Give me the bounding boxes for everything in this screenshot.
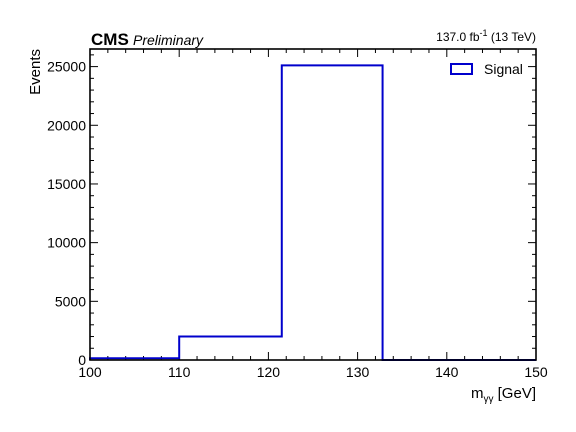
legend-swatch-signal [450,63,473,75]
x-tick-label: 110 [168,364,191,380]
x-axis-title: mγγ [GeV] [471,385,536,405]
x-tick-label: 150 [524,364,548,380]
histogram-step-line [89,64,536,361]
axis-ticks: 100 110 120 130 140 150 0 5000 10000 15000 20000 25… [47,49,548,380]
y-tick-label: 0 [78,352,86,368]
x-axis-title-main: m [471,385,484,402]
lumi-value: 137.0 fb [436,30,480,44]
y-tick-label: 5000 [55,293,86,309]
y-tick-label: 15000 [47,176,86,192]
y-tick-label: 10000 [47,235,86,251]
energy-label: (13 TeV) [488,30,536,44]
x-tick-label: 140 [435,364,459,380]
x-tick-label: 100 [78,364,102,380]
x-axis-title-sub: γγ [483,394,493,405]
plot-frame [89,48,537,361]
x-tick-label: 120 [257,364,281,380]
x-tick-label: 130 [346,364,370,380]
y-tick-label: 25000 [47,59,86,75]
legend-label-signal: Signal [484,61,523,77]
histogram-series [89,64,536,361]
x-axis-title-unit: [GeV] [493,385,536,402]
status-label: Preliminary [133,32,204,48]
y-axis-title: Events [27,49,44,95]
experiment-label: CMS [91,30,129,49]
y-tick-label: 20000 [47,117,86,133]
luminosity-label: 137.0 fb-1 (13 TeV) [436,28,536,44]
legend: Signal [450,61,523,77]
lumi-exponent: -1 [480,28,488,38]
